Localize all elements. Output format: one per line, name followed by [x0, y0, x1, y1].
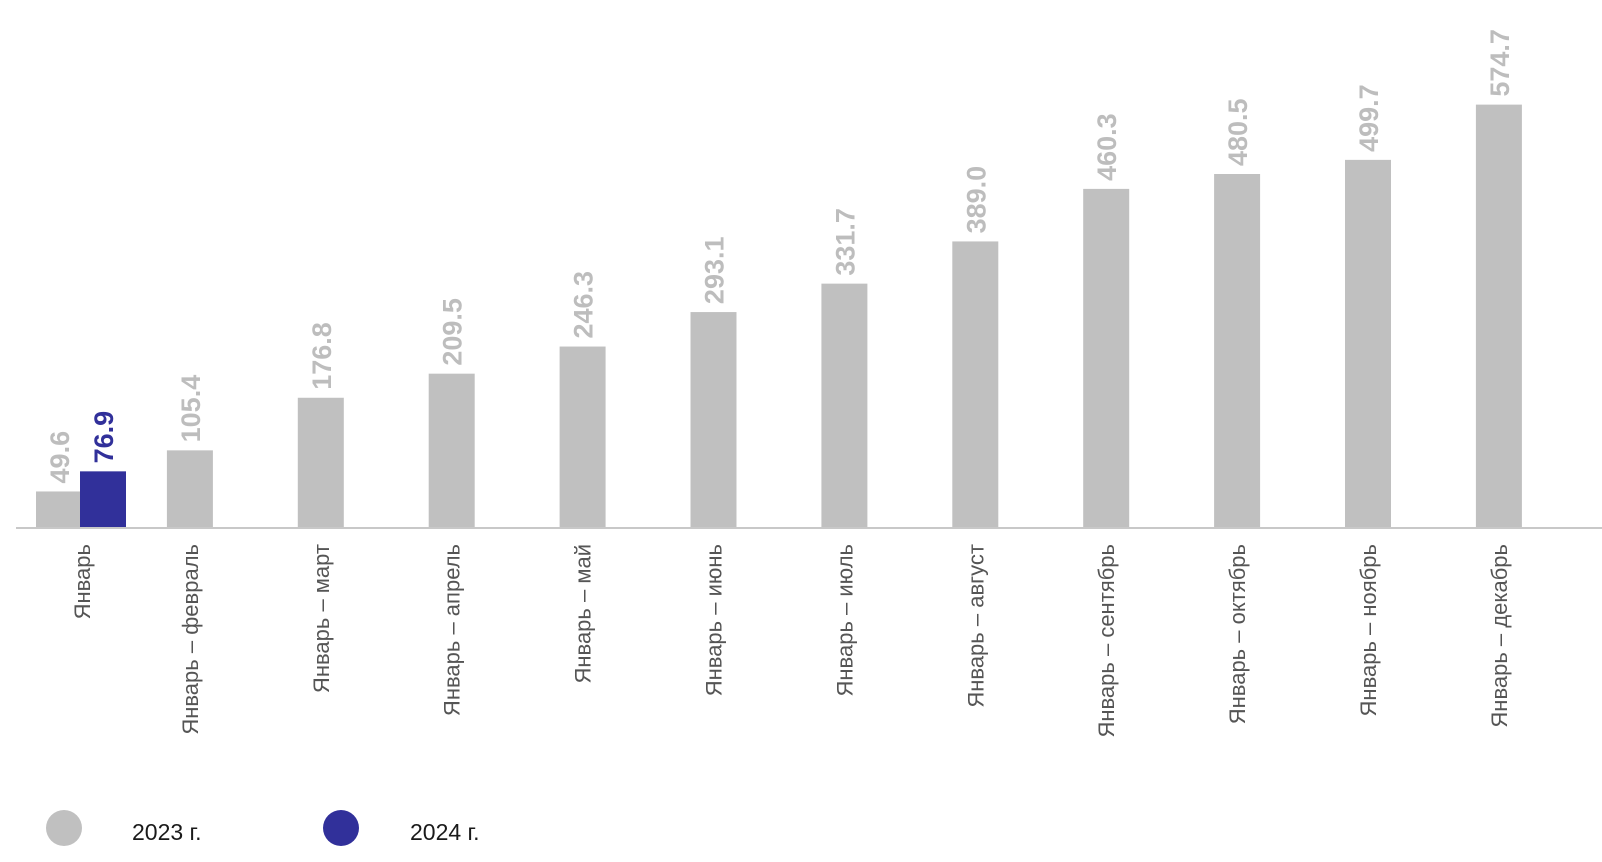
value-label-2023-1: 105.4: [176, 375, 206, 443]
category-label-6: Январь – июль: [832, 544, 857, 696]
legend: 2023 г. 2024 г.: [46, 810, 480, 846]
legend-swatch-2023: [46, 810, 82, 846]
category-label-9: Январь – октябрь: [1225, 544, 1250, 724]
category-label-3: Январь – апрель: [440, 544, 465, 716]
bar-2023-4: [559, 346, 606, 528]
value-labels-layer: 49.6 76.9 105.4 176.8 209.5 246.3 293.1 331.7 38…: [45, 29, 1515, 483]
bar-2023-8: [1083, 188, 1130, 529]
category-label-11: Январь – декабрь: [1487, 544, 1512, 728]
bar-2023-10: [1345, 159, 1391, 528]
bar-2023-1: [166, 450, 213, 528]
value-label-2023-2: 176.8: [307, 322, 337, 390]
category-label-7: Январь – август: [963, 544, 988, 708]
bar-2023-2: [297, 397, 344, 528]
value-label-2023-4: 246.3: [569, 271, 599, 339]
value-label-2023-3: 209.5: [438, 298, 468, 366]
category-label-8: Январь – сентябрь: [1094, 544, 1119, 738]
bar-2023-5: [690, 312, 737, 528]
value-label-2023-11: 574.7: [1485, 29, 1515, 97]
category-label-2: Январь – март: [309, 544, 334, 693]
category-label-0: Январь: [70, 544, 95, 619]
value-label-2023-7: 389.0: [961, 166, 991, 234]
value-label-2024-0: 76.9: [89, 411, 119, 464]
category-label-5: Январь – июнь: [702, 544, 727, 696]
category-label-1: Январь – февраль: [178, 544, 203, 735]
value-label-2023-5: 293.1: [700, 236, 730, 304]
bar-2023-6: [821, 283, 868, 528]
value-label-2023-10: 499.7: [1354, 84, 1384, 152]
value-label-2023-8: 460.3: [1092, 113, 1122, 181]
bar-2023-11: [1475, 104, 1522, 529]
value-label-2023-0: 49.6: [45, 431, 75, 484]
category-label-10: Январь – ноябрь: [1356, 544, 1381, 716]
legend-swatch-2024: [323, 810, 359, 846]
value-label-2023-6: 331.7: [830, 208, 860, 276]
bar-2024-0: [80, 471, 126, 528]
legend-label-2024: 2024 г.: [410, 819, 480, 845]
bar-2023-3: [428, 373, 475, 528]
bars-layer: [36, 104, 1522, 529]
bar-2023-0: [36, 491, 82, 528]
category-label-4: Январь – май: [571, 544, 596, 684]
legend-label-2023: 2023 г.: [132, 819, 202, 845]
bar-2023-7: [952, 241, 999, 528]
bar-2023-9: [1214, 174, 1261, 528]
value-label-2023-9: 480.5: [1223, 98, 1253, 166]
category-labels-layer: Январь Январь – февраль Январь – март Январ…: [70, 544, 1512, 738]
